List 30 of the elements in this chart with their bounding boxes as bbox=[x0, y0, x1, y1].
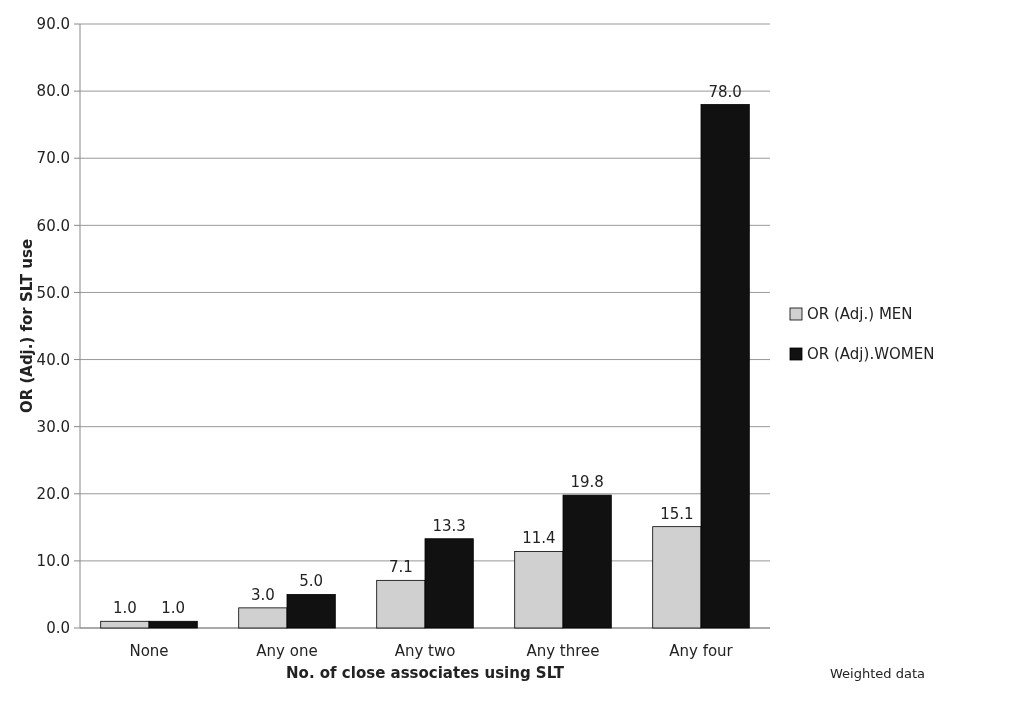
y-tick-label: 80.0 bbox=[36, 82, 70, 101]
x-tick-label: Any four bbox=[669, 642, 734, 660]
data-label: 13.3 bbox=[432, 516, 466, 535]
x-tick-label: Any two bbox=[394, 642, 456, 660]
x-tick-label: Any three bbox=[526, 642, 600, 660]
data-label: 15.1 bbox=[660, 504, 694, 523]
data-label: 11.4 bbox=[522, 529, 556, 548]
y-tick-label: 60.0 bbox=[36, 216, 70, 235]
data-label: 3.0 bbox=[250, 585, 275, 604]
x-tick-label: Any one bbox=[256, 642, 318, 660]
text: Weighted data bbox=[830, 666, 925, 681]
y-tick-label: 30.0 bbox=[36, 417, 70, 436]
data-label: 1.0 bbox=[112, 599, 137, 618]
y-tick-label: 90.0 bbox=[36, 15, 70, 34]
legend-label: OR (Adj).WOMEN bbox=[807, 345, 935, 364]
data-label: 7.1 bbox=[388, 558, 413, 577]
data-label: 5.0 bbox=[299, 572, 324, 591]
y-tick-label: 0.0 bbox=[46, 619, 70, 638]
y-axis-title: OR (Adj.) for SLT use bbox=[18, 238, 36, 414]
y-tick-label: 70.0 bbox=[36, 149, 70, 168]
y-tick-label: 50.0 bbox=[36, 283, 70, 302]
y-tick-label: 40.0 bbox=[36, 350, 70, 369]
data-label: 19.8 bbox=[570, 473, 604, 492]
y-tick-label: 20.0 bbox=[36, 485, 70, 504]
data-label: 78.0 bbox=[708, 82, 742, 101]
data-label: 1.0 bbox=[161, 599, 186, 618]
y-tick-label: 10.0 bbox=[36, 552, 70, 571]
legend-label: OR (Adj.) MEN bbox=[807, 305, 913, 324]
x-axis-title: No. of close associates using SLT bbox=[286, 664, 565, 682]
x-tick-label: None bbox=[129, 642, 169, 660]
